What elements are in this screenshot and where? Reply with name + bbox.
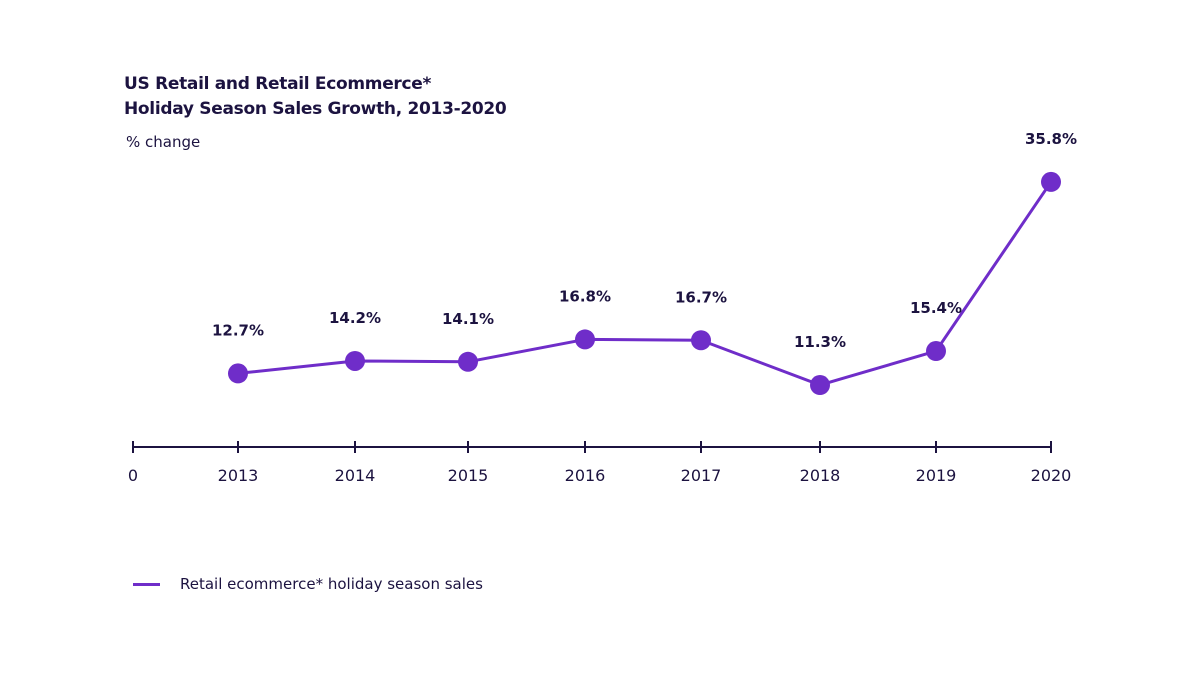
data-label: 16.7% — [675, 288, 727, 306]
y-axis-label: % change — [126, 133, 201, 151]
data-point — [691, 330, 711, 351]
chart-title-line-1: US Retail and Retail Ecommerce* — [124, 74, 432, 94]
x-tick-label: 2019 — [916, 466, 957, 485]
data-point — [228, 363, 248, 384]
legend: Retail ecommerce* holiday season sales — [133, 575, 483, 593]
data-label: 35.8% — [1025, 130, 1077, 148]
x-tick-label: 2020 — [1031, 466, 1072, 485]
data-label: 16.8% — [559, 287, 611, 305]
x-tick-label: 2017 — [681, 466, 722, 485]
data-point — [926, 341, 946, 362]
data-label: 11.3% — [794, 333, 846, 351]
data-label: 12.7% — [212, 321, 264, 339]
data-label: 14.2% — [329, 309, 381, 327]
data-point — [1041, 171, 1061, 192]
data-point — [345, 350, 365, 371]
legend-swatch — [133, 582, 160, 586]
data-label: 15.4% — [910, 299, 962, 317]
data-point — [458, 351, 478, 372]
data-point — [810, 375, 830, 396]
x-tick-label: 2013 — [218, 466, 259, 485]
legend-label: Retail ecommerce* holiday season sales — [180, 575, 483, 593]
x-tick-label: 2018 — [800, 466, 841, 485]
chart-title: US Retail and Retail Ecommerce* Holiday … — [124, 72, 507, 122]
data-point — [575, 329, 595, 350]
series-line — [237, 181, 1053, 387]
x-tick-label: 2014 — [335, 466, 376, 485]
data-label: 14.1% — [442, 310, 494, 328]
x-tick-label: 2016 — [565, 466, 606, 485]
x-tick-label: 2015 — [448, 466, 489, 485]
chart-title-line-2: Holiday Season Sales Growth, 2013-2020 — [124, 99, 507, 119]
x-tick-label-origin: 0 — [128, 466, 138, 485]
